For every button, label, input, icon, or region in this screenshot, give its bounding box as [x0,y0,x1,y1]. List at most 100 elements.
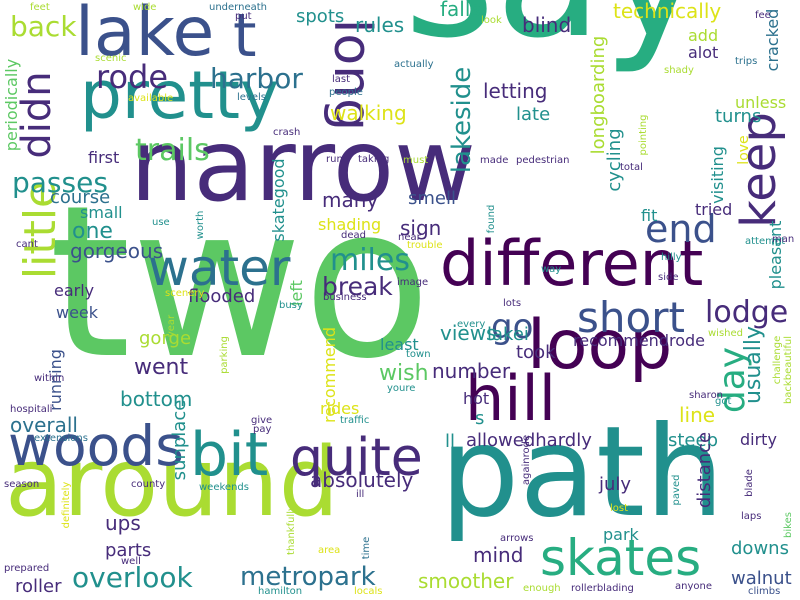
word-shady: shady [664,65,694,76]
word-arrows: arrows [500,533,533,544]
word-ups: ups [105,511,141,535]
word-near: near [398,232,422,243]
word-pretty: pretty [80,57,279,134]
word-back: back [10,10,77,43]
word-hamilton: hamilton [258,586,302,597]
word-within: within [34,373,64,384]
word-smell: smell [408,188,456,209]
word-anyone: anyone [675,581,712,592]
word-traffic: traffic [340,415,369,426]
word-rode: rode [96,58,168,96]
word-underneath: underneath [209,2,267,13]
word-parts: parts [105,540,151,561]
word-little: little [15,181,66,279]
word-overall: overall [10,413,78,437]
word-passes: passes [12,166,108,199]
word-narrow: narrow [130,107,476,224]
word-scenic: scenic [95,53,126,64]
word-july: july [598,474,631,495]
word-worth: worth [195,211,206,240]
word-shading: shading [318,215,381,234]
word-running: running [46,349,65,411]
word-pay: pay [253,424,271,435]
word-recommend: recommend [320,327,339,423]
word-first: first [88,148,119,167]
word-course: course [50,187,110,208]
word-town: town [406,349,431,360]
word-pedestrian: pedestrian [516,155,570,166]
word-miles: miles [330,243,410,278]
word-total: total [620,162,643,173]
word-love: love [736,135,752,164]
word-got: got [715,396,731,407]
word-loop: loop [527,306,672,385]
word-woods: woods [8,414,184,478]
word-long: long [322,19,382,131]
word-ll: ll [445,431,455,452]
word-dead: dead [341,230,366,241]
word-found: found [486,205,497,234]
word-periodically: periodically [2,59,21,151]
word-attempt: attempt [745,236,785,247]
word-overlook: overlook [72,561,193,594]
word-park: park [603,525,640,544]
word-views: views [440,321,496,345]
word-tried: tried [695,200,732,219]
word-time: time [361,537,372,560]
word-enough: enough [523,583,561,594]
word-unless: unless [735,93,786,112]
word-blade: blade [744,469,755,497]
word-wish: wish [379,361,429,386]
word-many: many [322,188,378,212]
word-sign: sign [400,216,441,240]
word-sunplace: sunplace [169,400,190,481]
word-around: around [5,428,339,538]
word-quite: quite [290,428,423,488]
word-look: look [481,15,502,26]
word-t: t [233,1,257,71]
word-fit: fit [641,206,657,225]
word-hilly: hilly [661,252,682,263]
word-falls: falls [440,0,481,21]
word-absolutely: absolutely [310,468,414,492]
word-gorgeous: gorgeous [70,239,163,263]
word-gorge: gorge [139,328,191,349]
word-rules: rules [355,13,404,37]
word-made: made [480,155,508,166]
word-extensions: extensions [34,433,88,444]
word-blind: blind [522,13,571,37]
word-prepared: prepared [4,563,49,574]
word-went: went [134,355,188,380]
word-bikes: bikes [783,512,794,538]
word-keep: keep [731,112,787,228]
word-image: image [397,277,428,288]
word-early: early [54,281,94,300]
word-turns: turns [715,106,761,127]
word-year: year [166,314,177,337]
word-steep: steep [668,430,718,451]
word-hill: hill [465,362,556,435]
word-way: way [541,264,561,275]
word-skategood: skategood [269,158,288,241]
word-youre: youre [387,383,415,394]
word-break: break [322,272,393,301]
word-walnut: walnut [731,568,792,589]
word-harbor: harbor [210,62,303,95]
word-add: add [688,26,718,45]
word-sharon: sharon [689,390,723,401]
word-weekends: weekends [199,482,249,493]
word-must: must [403,155,428,166]
word-lodge: lodge [705,295,788,330]
word-actually: actually [394,59,434,70]
word-season: season [4,479,39,490]
word-levels: levels [237,92,266,103]
word-took: took [516,342,556,363]
word-laps: laps [741,511,761,522]
word-trouble: trouble [407,240,443,251]
word-trips: trips [735,56,757,67]
word-different: different [440,227,703,300]
word-lakei: lakei [487,324,529,345]
word-thankfully: thankfully [286,505,297,555]
word-letting: letting [483,79,547,103]
